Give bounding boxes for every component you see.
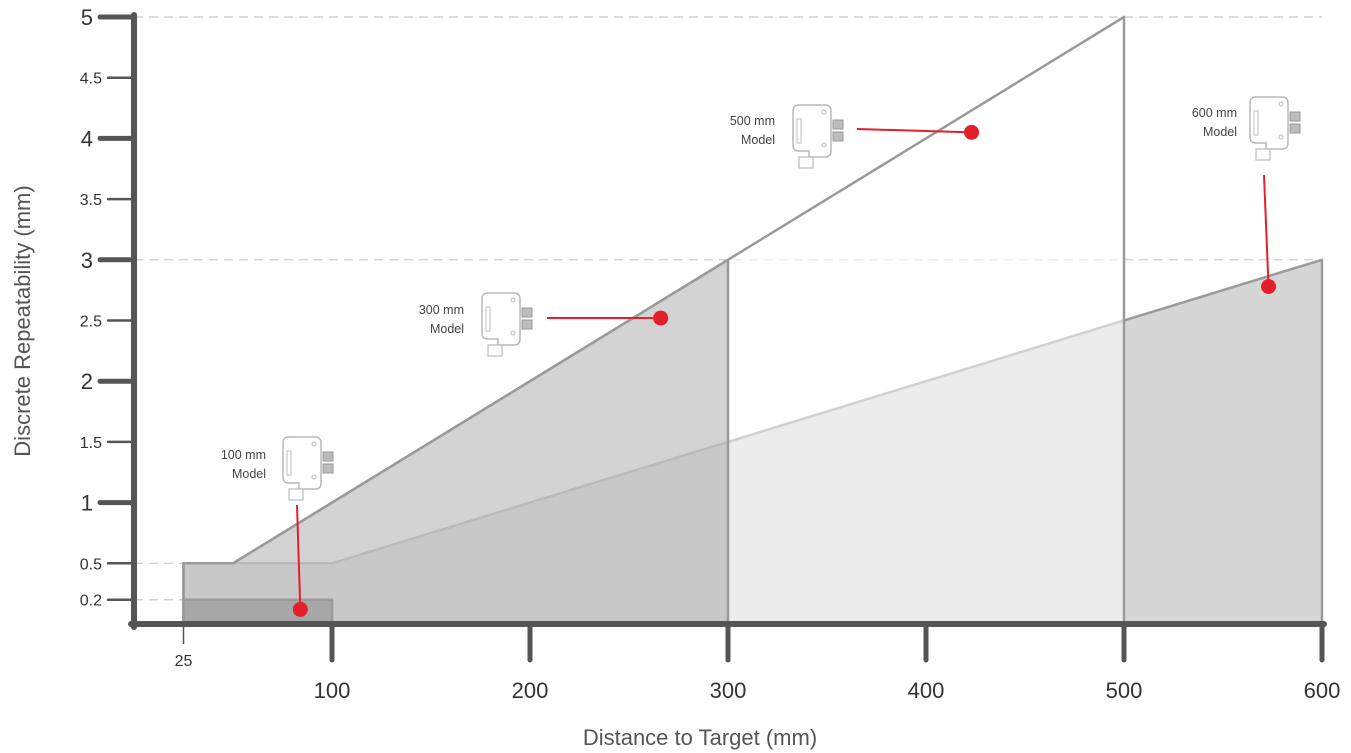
y-tick-label: 2.5 — [80, 314, 102, 331]
x-tick-label: 300 — [710, 678, 747, 703]
sensor-screw — [1278, 134, 1284, 140]
model-areas — [182, 15, 1324, 626]
leader-line — [1263, 174, 1270, 287]
model-label-line1: 300 mm — [419, 303, 464, 317]
y-tick-label: 4.5 — [80, 71, 102, 88]
x-axis-ticks: 25 100 200 300 400 500 600 — [175, 621, 1341, 703]
x-tick-label: 400 — [908, 678, 945, 703]
y-tick-label: 0.5 — [80, 556, 102, 573]
leader-line — [296, 504, 302, 610]
y-tick-label: 1 — [81, 491, 93, 516]
sensor-icon — [1249, 96, 1301, 161]
model-label-line2: Model — [741, 133, 775, 147]
sensor-connector — [798, 156, 814, 169]
sensor-edge — [286, 450, 292, 476]
sensor-screw — [1278, 101, 1284, 107]
model-annotation: 100 mm Model — [221, 436, 334, 617]
model-label-line1: 500 mm — [730, 114, 775, 128]
y-tick-label: 1.5 — [80, 435, 102, 452]
data-marker — [653, 310, 669, 326]
sensor-edge — [1253, 110, 1259, 136]
sensor-lens — [1289, 123, 1301, 134]
leader-line — [856, 128, 972, 134]
model-label-line2: Model — [430, 322, 464, 336]
x-tick-label: 600 — [1304, 678, 1341, 703]
sensor-icon — [481, 292, 533, 357]
model-label-line1: 600 mm — [1192, 106, 1237, 120]
y-tick-label: 2 — [81, 369, 93, 394]
sensor-edge — [485, 306, 491, 332]
model-annotation: 300 mm Model — [419, 292, 669, 357]
sensor-screw — [311, 474, 317, 480]
sensor-edge — [796, 118, 802, 144]
y-tick-label: 5 — [81, 5, 93, 30]
sensor-icon — [282, 436, 334, 501]
model-annotation: 500 mm Model — [730, 104, 980, 169]
sensor-lens — [322, 463, 334, 474]
y-axis-ticks: 0.2 0.5 1 1.5 2 2.5 3 3.5 4 4.5 5 — [80, 5, 137, 610]
sensor-screw — [821, 109, 827, 115]
y-tick-label: 3.5 — [80, 192, 102, 209]
data-marker — [1261, 279, 1277, 295]
sensor-screw — [311, 441, 317, 447]
model-annotations: 100 mm Model 300 mm Model 500 mm Model 600 mm M… — [221, 96, 1301, 617]
y-tick-label: 3 — [81, 248, 93, 273]
sensor-connector — [487, 344, 503, 357]
y-tick-label: 4 — [81, 126, 93, 151]
sensor-lens — [1289, 111, 1301, 122]
sensor-lens — [322, 451, 334, 462]
x-tick-label: 100 — [314, 678, 351, 703]
sensor-connector — [288, 488, 304, 501]
y-tick-label: 0.2 — [80, 593, 102, 610]
sensor-lens — [521, 307, 533, 318]
x-axis-title: Distance to Target (mm) — [583, 725, 817, 750]
area-100-mm-model — [182, 598, 334, 626]
data-marker — [964, 124, 980, 140]
sensor-lens — [521, 319, 533, 330]
model-label-line2: Model — [1203, 125, 1237, 139]
y-axis-title: Discrete Repeatability (mm) — [10, 185, 35, 456]
model-label-line2: Model — [232, 467, 266, 481]
model-label-line1: 100 mm — [221, 448, 266, 462]
sensor-lens — [832, 131, 844, 142]
sensor-connector — [1255, 148, 1271, 161]
model-annotation: 600 mm Model — [1192, 96, 1301, 295]
x-tick-label: 500 — [1106, 678, 1143, 703]
data-marker — [292, 601, 308, 617]
sensor-lens — [832, 119, 844, 130]
sensor-icon — [792, 104, 844, 169]
sensor-screw — [510, 330, 516, 336]
sensor-screw — [510, 297, 516, 303]
x-tick-label: 25 — [175, 653, 193, 670]
x-tick-label: 200 — [512, 678, 549, 703]
sensor-screw — [821, 142, 827, 148]
